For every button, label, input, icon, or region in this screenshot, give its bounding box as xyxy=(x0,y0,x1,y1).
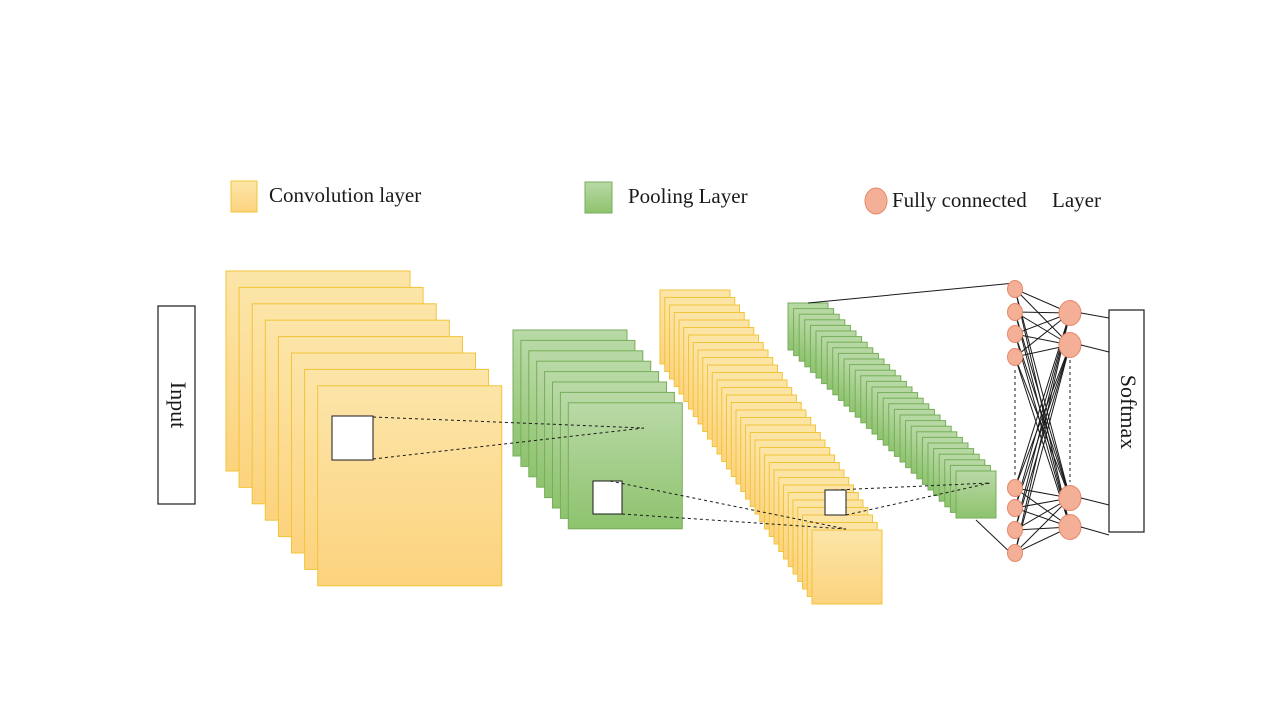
input-label: Input xyxy=(166,382,191,428)
softmax-label: Softmax xyxy=(1116,375,1141,450)
pooling-layer-1-stack xyxy=(512,329,683,530)
pooling-layer-2-feature-map xyxy=(955,470,997,519)
green-square-icon xyxy=(584,181,613,214)
legend-fully-connected-layer-label: Layer xyxy=(1052,188,1101,212)
convolution-layer-1-stack xyxy=(225,270,503,587)
legend: Convolution layer Pooling Layer Fully co… xyxy=(230,180,1101,215)
convolution-layer-2-stack xyxy=(659,289,883,605)
pooling-layer-1-feature-map xyxy=(567,402,683,530)
legend-fully-connected-label: Fully connected xyxy=(892,188,1027,212)
fc-neuron xyxy=(1007,348,1023,366)
softmax-box: Softmax xyxy=(1108,309,1145,533)
fc-neuron xyxy=(1058,300,1082,326)
yellow-square-icon xyxy=(230,180,258,213)
convolution-layer-2-feature-map xyxy=(811,529,883,605)
receptive-field-window-3 xyxy=(824,489,847,516)
projection-lines xyxy=(372,416,991,530)
pooling-layer-2-stack xyxy=(787,302,997,519)
legend-pooling-label: Pooling Layer xyxy=(628,184,748,208)
fc-neuron xyxy=(1007,499,1023,517)
fc-neuron xyxy=(1007,303,1023,321)
fc-neuron xyxy=(1007,544,1023,562)
fully-connected-layer xyxy=(1007,280,1082,562)
fc-to-softmax-lines xyxy=(1080,312,1110,536)
fc-neuron xyxy=(1058,514,1082,540)
fc-neuron xyxy=(1007,280,1023,298)
fc-neuron xyxy=(1007,325,1023,343)
fc-neuron xyxy=(1007,521,1023,539)
orange-circle-icon xyxy=(864,187,888,215)
fc-ellipsis xyxy=(1014,360,1071,482)
receptive-field-window-1 xyxy=(331,415,374,461)
receptive-field-window-2 xyxy=(592,480,623,515)
legend-convolution-label: Convolution layer xyxy=(269,183,421,207)
fc-neuron xyxy=(1058,332,1082,358)
fc-neuron xyxy=(1058,485,1082,511)
fc-neuron xyxy=(1007,479,1023,497)
fully-connected-edges xyxy=(1014,288,1071,554)
input-box: Input xyxy=(157,305,196,505)
